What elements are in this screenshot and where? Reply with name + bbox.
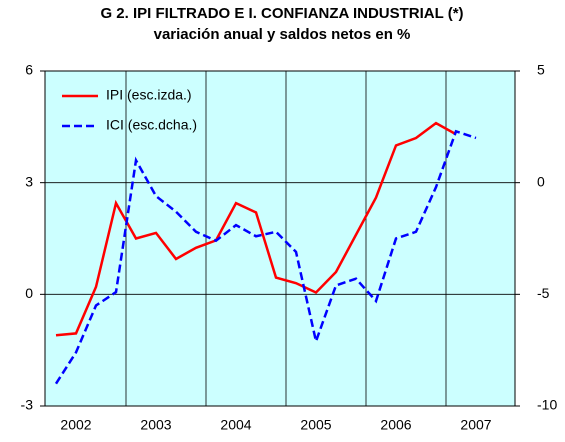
chart-subtitle: variación anual y saldos netos en % [154,26,411,43]
y-tick-label: -3 [21,397,34,413]
series-line [54,129,477,385]
y2-tick-label: 5 [537,62,545,78]
x-tick-label: 2007 [460,417,491,433]
y2-tick-label: -5 [537,285,550,301]
y-tick-label: 0 [25,285,33,301]
x-tick-label: 2002 [60,417,91,433]
x-tick-label: 2003 [140,417,171,433]
y-tick-label: 3 [25,173,33,189]
legend-label: ICI (esc.dcha.) [106,117,197,133]
y-tick-label: 6 [25,62,33,78]
x-tick-label: 2006 [380,417,411,433]
x-tick-label: 2004 [220,417,251,433]
series-line [55,121,457,337]
plot-area [45,71,515,406]
y2-tick-label: 0 [537,173,545,189]
chart-title: G 2. IPI FILTRADO E I. CONFIANZA INDUSTR… [100,5,463,22]
plot-frame [44,70,516,407]
x-tick-label: 2005 [300,417,331,433]
legend-label: IPI (esc.izda.) [106,87,192,103]
y2-tick-label: -10 [537,397,557,413]
